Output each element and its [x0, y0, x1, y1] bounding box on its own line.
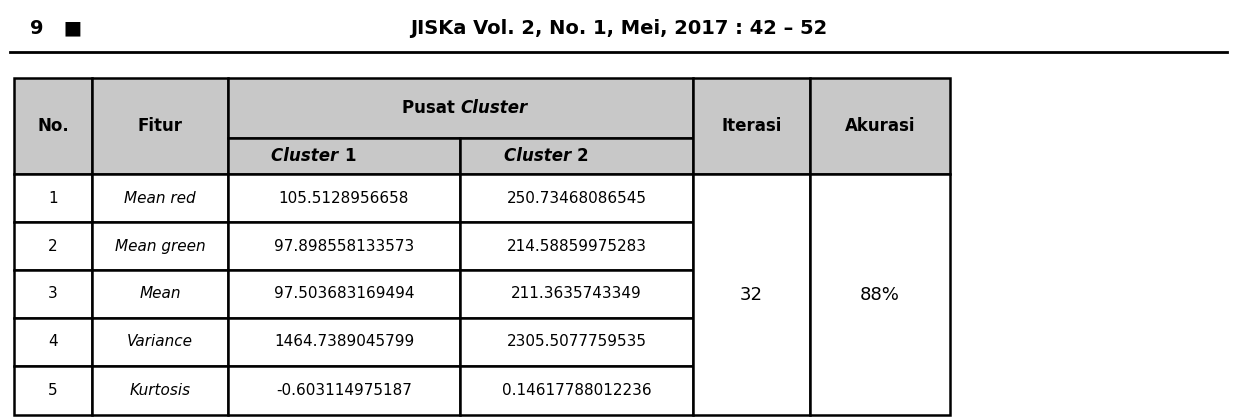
Text: 32: 32: [740, 286, 763, 304]
Bar: [228, 222, 460, 270]
Text: Iterasi: Iterasi: [721, 117, 782, 135]
Bar: [14, 318, 92, 366]
Text: No.: No.: [37, 117, 69, 135]
Text: 3: 3: [48, 286, 58, 301]
Text: 105.5128956658: 105.5128956658: [278, 191, 409, 206]
Text: 2: 2: [48, 239, 58, 254]
Text: 2: 2: [576, 147, 588, 165]
Text: Cluster: Cluster: [503, 147, 576, 165]
Text: 97.898558133573: 97.898558133573: [273, 239, 414, 254]
Text: 5: 5: [48, 383, 58, 398]
Bar: [460, 138, 693, 174]
Text: 250.73468086545: 250.73468086545: [506, 191, 647, 206]
Bar: [92, 270, 228, 318]
Bar: [14, 78, 92, 174]
Text: 4: 4: [48, 334, 58, 349]
Text: -0.603114975187: -0.603114975187: [276, 383, 412, 398]
Text: 2305.5077759535: 2305.5077759535: [506, 334, 647, 349]
Bar: [228, 78, 693, 138]
Bar: [460, 270, 693, 318]
Text: 1: 1: [344, 147, 355, 165]
Bar: [14, 366, 92, 415]
Bar: [228, 174, 460, 222]
Text: JISKa Vol. 2, No. 1, Mei, 2017 : 42 – 52: JISKa Vol. 2, No. 1, Mei, 2017 : 42 – 52: [409, 18, 828, 38]
Text: Cluster: Cluster: [460, 99, 528, 117]
Text: Variance: Variance: [127, 334, 193, 349]
Bar: [228, 366, 460, 415]
Text: Mean green: Mean green: [115, 239, 205, 254]
Bar: [810, 174, 950, 415]
Text: 1464.7389045799: 1464.7389045799: [273, 334, 414, 349]
Bar: [810, 78, 950, 174]
Text: 214.58859975283: 214.58859975283: [506, 239, 647, 254]
Bar: [460, 366, 693, 415]
Bar: [228, 270, 460, 318]
Bar: [228, 138, 460, 174]
Bar: [14, 222, 92, 270]
Text: 211.3635743349: 211.3635743349: [511, 286, 642, 301]
Bar: [460, 318, 693, 366]
Text: Cluster: Cluster: [271, 147, 344, 165]
Bar: [693, 78, 810, 174]
Bar: [460, 174, 693, 222]
Text: 0.14617788012236: 0.14617788012236: [502, 383, 652, 398]
Bar: [228, 318, 460, 366]
Bar: [92, 174, 228, 222]
Text: 97.503683169494: 97.503683169494: [273, 286, 414, 301]
Bar: [92, 78, 228, 174]
Text: 9   ■: 9 ■: [30, 18, 82, 38]
Bar: [92, 318, 228, 366]
Bar: [460, 222, 693, 270]
Bar: [92, 366, 228, 415]
Bar: [92, 222, 228, 270]
Text: Akurasi: Akurasi: [845, 117, 915, 135]
Bar: [14, 174, 92, 222]
Text: Fitur: Fitur: [137, 117, 183, 135]
Text: Kurtosis: Kurtosis: [130, 383, 190, 398]
Text: Pusat: Pusat: [402, 99, 460, 117]
Text: Mean: Mean: [140, 286, 181, 301]
Bar: [693, 174, 810, 415]
Text: 1: 1: [48, 191, 58, 206]
Bar: [14, 270, 92, 318]
Text: Mean red: Mean red: [124, 191, 195, 206]
Text: 88%: 88%: [860, 286, 901, 304]
